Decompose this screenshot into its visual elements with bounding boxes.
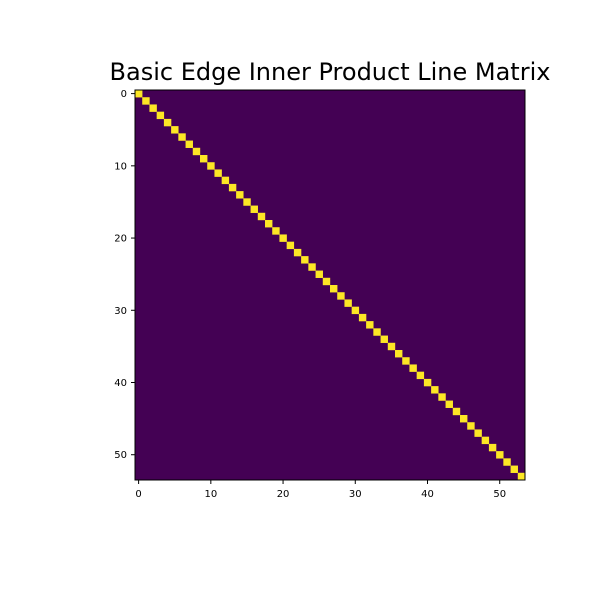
heatmap-cell-diagonal xyxy=(322,277,331,286)
heatmap-cell-diagonal xyxy=(387,342,396,351)
heatmap-cell-diagonal xyxy=(409,364,417,372)
heatmap-cell-diagonal xyxy=(178,133,186,141)
heatmap-cell-diagonal xyxy=(337,292,345,300)
heatmap-cell-diagonal xyxy=(416,371,425,380)
heatmap-cell-diagonal xyxy=(481,436,490,445)
heatmap-cell-diagonal xyxy=(380,335,388,343)
heatmap-cell-diagonal xyxy=(301,256,309,264)
heatmap-cell-diagonal xyxy=(207,162,215,170)
y-tick-label: 30 xyxy=(114,306,127,317)
x-tick-label: 10 xyxy=(204,489,217,500)
heatmap-cell-diagonal xyxy=(156,111,165,120)
heatmap-cell-diagonal xyxy=(142,97,150,105)
y-tick-label: 50 xyxy=(114,450,127,461)
heatmap-cell-diagonal xyxy=(279,234,287,242)
y-tick-label: 0 xyxy=(121,89,127,100)
heatmap-cell-diagonal xyxy=(228,183,237,192)
y-tick-label: 20 xyxy=(114,234,127,245)
heatmap-cell-diagonal xyxy=(265,220,273,228)
heatmap-cell-diagonal xyxy=(503,458,511,466)
heatmap-cell-diagonal xyxy=(192,147,201,156)
heatmap-cell-diagonal xyxy=(358,313,367,322)
heatmap-cell-diagonal xyxy=(214,169,222,177)
heatmap-cell-diagonal xyxy=(452,407,461,416)
x-tick-label: 20 xyxy=(277,489,290,500)
heatmap-cell-diagonal xyxy=(257,212,266,221)
x-tick-label: 0 xyxy=(135,489,141,500)
heatmap-cell-diagonal xyxy=(135,90,143,98)
heatmap-cell-diagonal xyxy=(286,241,295,250)
heatmap-cell-diagonal xyxy=(185,140,193,148)
heatmap-cell-diagonal xyxy=(163,118,172,127)
heatmap-cell-diagonal xyxy=(402,357,410,365)
heatmap-cell-diagonal xyxy=(351,306,360,315)
heatmap-cell-diagonal xyxy=(330,285,338,293)
heatmap-cell-diagonal xyxy=(272,227,280,235)
heatmap-cell-diagonal xyxy=(243,198,251,206)
heatmap-cell-diagonal xyxy=(517,472,526,481)
heatmap-cell-diagonal xyxy=(344,299,352,307)
heatmap-cell-diagonal xyxy=(488,443,497,452)
heatmap-cell-diagonal xyxy=(221,176,230,185)
heatmap-cell-diagonal xyxy=(293,248,302,257)
heatmap-cell-diagonal xyxy=(308,263,316,271)
heatmap-cell-diagonal xyxy=(200,155,208,163)
x-tick-label: 50 xyxy=(493,489,506,500)
heatmap-cell-diagonal xyxy=(373,328,381,336)
y-tick-label: 10 xyxy=(114,161,127,172)
heatmap-cell-diagonal xyxy=(438,393,446,401)
heatmap-cell-diagonal xyxy=(460,415,468,423)
heatmap-cell-diagonal xyxy=(395,350,403,358)
heatmap-cell-diagonal xyxy=(474,429,482,437)
heatmap-cell-diagonal xyxy=(431,386,439,394)
heatmap-cell-diagonal xyxy=(445,400,453,408)
heatmap-cell-diagonal xyxy=(366,321,374,329)
heatmap-cell-diagonal xyxy=(467,422,475,430)
heatmap-cell-diagonal xyxy=(149,104,157,112)
x-tick-label: 30 xyxy=(349,489,362,500)
heatmap-cell-diagonal xyxy=(171,126,179,134)
heatmap-cell-diagonal xyxy=(236,191,244,199)
heatmap-cell-diagonal xyxy=(423,378,432,387)
y-tick-label: 40 xyxy=(114,378,127,389)
chart-title: Basic Edge Inner Product Line Matrix xyxy=(109,58,551,86)
x-tick-label: 40 xyxy=(421,489,434,500)
heatmap-cell-diagonal xyxy=(315,270,323,278)
heatmap-cell-diagonal xyxy=(496,451,504,459)
heatmap-cell-diagonal xyxy=(250,205,258,213)
plot-frame xyxy=(134,89,526,481)
heatmap-cell-diagonal xyxy=(510,465,518,473)
